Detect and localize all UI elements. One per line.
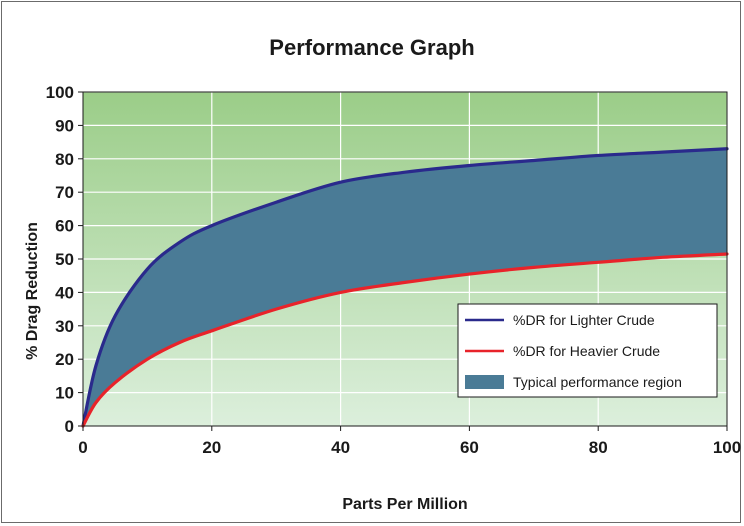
y-tick-label: 40 bbox=[55, 283, 74, 302]
y-tick-label: 90 bbox=[55, 116, 74, 135]
x-tick-label: 60 bbox=[460, 438, 479, 457]
y-tick-label: 60 bbox=[55, 217, 74, 236]
x-tick-label: 80 bbox=[589, 438, 608, 457]
y-tick-label: 50 bbox=[55, 250, 74, 269]
y-tick-label: 10 bbox=[55, 384, 74, 403]
legend-item-performance-region-label: Typical performance region bbox=[513, 374, 682, 390]
y-tick-label: 20 bbox=[55, 350, 74, 369]
performance-region bbox=[83, 148, 727, 426]
y-tick-label: 0 bbox=[65, 417, 74, 436]
x-tick-label: 100 bbox=[713, 438, 741, 457]
series-line-1 bbox=[81, 147, 729, 428]
legend-item-performance-region-swatch bbox=[465, 375, 504, 389]
x-tick-label: 0 bbox=[78, 438, 87, 457]
x-tick-label: 40 bbox=[331, 438, 350, 457]
legend-item-heavier-crude-label: %DR for Heavier Crude bbox=[513, 343, 660, 359]
chart-title: Performance Graph bbox=[269, 35, 474, 60]
y-tick-label: 100 bbox=[46, 83, 74, 102]
y-tick-label: 80 bbox=[55, 150, 74, 169]
y-axis-title: % Drag Reduction bbox=[24, 222, 41, 360]
y-tick-label: 30 bbox=[55, 317, 74, 336]
x-tick-label: 20 bbox=[202, 438, 221, 457]
y-tick-label: 70 bbox=[55, 183, 74, 202]
x-axis-title: Parts Per Million bbox=[342, 496, 467, 513]
legend: %DR for Lighter Crude %DR for Heavier Cru… bbox=[457, 303, 718, 398]
legend-item-lighter-crude-label: %DR for Lighter Crude bbox=[513, 312, 655, 328]
series-line-2 bbox=[81, 252, 729, 428]
